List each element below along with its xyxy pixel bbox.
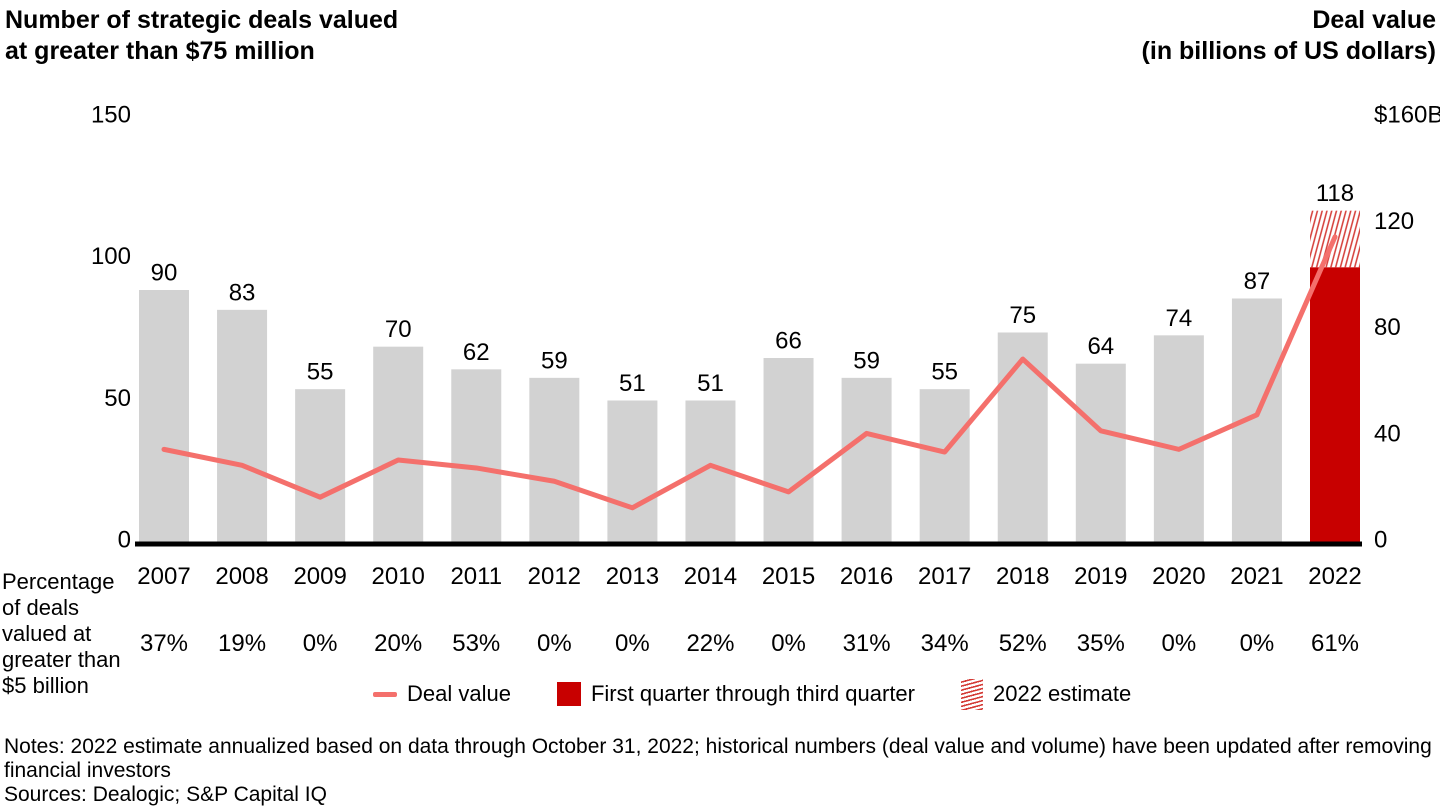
q1-q3-bar-swatch-icon	[556, 682, 581, 706]
bar-value-2017: 55	[931, 359, 958, 386]
percent-value-2020: 0%	[1162, 630, 1197, 657]
bar-2007	[139, 290, 189, 545]
year-label-2019: 2019	[1074, 563, 1127, 590]
right-axis-tick-$160B: $160B	[1374, 102, 1440, 129]
sources-text: Sources: Dealogic; S&P Capital IQ	[4, 783, 327, 806]
percent-value-2011: 53%	[452, 630, 500, 657]
deal-value-line	[161, 234, 1338, 511]
estimate-hatch-swatch-icon	[961, 678, 983, 710]
percent-value-2015: 0%	[771, 630, 806, 657]
percent-value-2017: 34%	[921, 630, 969, 657]
year-label-2022: 2022	[1308, 563, 1361, 590]
bar-value-2008: 83	[229, 279, 256, 306]
bar-2010	[373, 346, 424, 545]
year-label-2014: 2014	[684, 563, 737, 590]
legend-item-q1-q3: First quarter through third quarter	[556, 681, 915, 707]
right-axis-tick-120: 120	[1374, 208, 1414, 235]
bar-2017	[919, 389, 970, 545]
year-label-2013: 2013	[606, 563, 659, 590]
percent-value-2022: 61%	[1311, 630, 1359, 657]
x-axis-line	[135, 541, 1362, 547]
left-axis-tick-150: 150	[91, 102, 131, 129]
year-label-2010: 2010	[372, 563, 425, 590]
year-label-2009: 2009	[293, 563, 346, 590]
notes-text: Notes: 2022 estimate annualized based on…	[4, 735, 1432, 782]
bar-value-2021: 87	[1244, 268, 1271, 295]
percent-value-2016: 31%	[843, 630, 891, 657]
percent-value-2018: 52%	[999, 630, 1047, 657]
bar-2013	[607, 400, 658, 545]
year-label-2015: 2015	[762, 563, 815, 590]
year-label-2020: 2020	[1152, 563, 1205, 590]
right-axis-tick-0: 0	[1374, 527, 1387, 554]
bar-value-2022: 118	[1316, 180, 1354, 207]
legend-label-q1-q3: First quarter through third quarter	[590, 681, 915, 706]
percent-value-2007: 37%	[140, 630, 188, 657]
percent-value-2013: 0%	[615, 630, 650, 657]
bar-2012	[529, 377, 580, 545]
year-label-2007: 2007	[137, 563, 190, 590]
percent-value-2012: 0%	[537, 630, 572, 657]
legend-item-2022-estimate: 2022 estimate	[961, 678, 1132, 710]
right-axis-tick-80: 80	[1374, 314, 1401, 341]
bar-value-2010: 70	[385, 316, 412, 343]
year-label-2017: 2017	[918, 563, 971, 590]
right-axis-tick-40: 40	[1374, 420, 1401, 447]
bar-value-2014: 51	[697, 370, 724, 397]
chart-canvas: 90 2007 37% 83 2008 19% 55 2009 0% 70 2010 20% 62 201…	[91, 102, 1440, 658]
year-label-2011: 2011	[450, 563, 502, 590]
bar-value-2015: 66	[775, 328, 802, 355]
left-axis-tick-100: 100	[91, 243, 131, 270]
year-label-2018: 2018	[996, 563, 1049, 590]
left-axis-tick-50: 50	[104, 385, 131, 412]
left-axis-tick-0: 0	[118, 527, 131, 554]
bar-value-2019: 64	[1087, 333, 1114, 360]
legend-label-2022-estimate: 2022 estimate	[993, 681, 1132, 706]
bar-2016	[841, 377, 892, 545]
legend: Deal value First quarter through third q…	[373, 677, 1131, 711]
deal-value-line-swatch-icon	[373, 691, 397, 697]
bar-2015	[763, 358, 814, 545]
bar-value-2009: 55	[307, 359, 334, 386]
percent-value-2009: 0%	[303, 630, 338, 657]
legend-label-deal-value: Deal value	[407, 681, 511, 706]
bar-2011	[451, 369, 502, 545]
legend-item-deal-value: Deal value	[373, 681, 511, 707]
year-label-2021: 2021	[1230, 563, 1283, 590]
left-axis-title: Number of strategic deals valued at grea…	[5, 6, 399, 65]
bar-2022-q1-q3	[1310, 267, 1361, 545]
percent-row-label: Percentage of deals valued at greater th…	[2, 569, 121, 698]
bar-2008	[217, 309, 268, 545]
year-label-2008: 2008	[215, 563, 268, 590]
percent-value-2021: 0%	[1240, 630, 1275, 657]
percent-value-2010: 20%	[374, 630, 422, 657]
bar-value-2013: 51	[619, 370, 646, 397]
bar-value-2018: 75	[1009, 302, 1036, 329]
bar-2009	[295, 389, 346, 545]
percent-value-2019: 35%	[1077, 630, 1125, 657]
percent-value-2008: 19%	[218, 630, 266, 657]
bar-value-2020: 74	[1166, 305, 1193, 332]
percent-value-2014: 22%	[686, 630, 734, 657]
bar-value-2011: 62	[463, 339, 490, 366]
right-axis-title: Deal value (in billions of US dollars)	[1141, 6, 1436, 65]
year-label-2012: 2012	[528, 563, 581, 590]
bar-value-2012: 59	[541, 347, 568, 374]
year-label-2016: 2016	[840, 563, 893, 590]
bar-2018	[997, 332, 1048, 545]
bar-value-2016: 59	[853, 347, 880, 374]
bar-value-2007: 90	[151, 260, 178, 287]
bar-2019	[1075, 363, 1126, 545]
